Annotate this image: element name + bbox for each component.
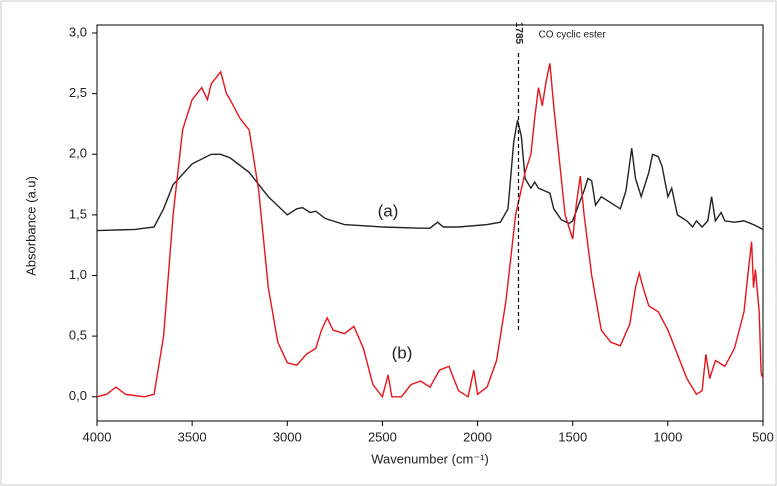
- x-tick-label: 3000: [273, 429, 302, 444]
- y-axis-title: Absorbance (a.u): [23, 176, 38, 276]
- y-tick-label: 2,0: [69, 146, 87, 161]
- x-tick-label: 1500: [558, 429, 587, 444]
- marker-value: 1785: [513, 22, 524, 45]
- y-tick-label: 0,0: [69, 388, 87, 403]
- marker-label: CO cyclic ester: [538, 30, 606, 41]
- x-tick-label: 1000: [653, 429, 682, 444]
- spectrum-line: [96, 63, 764, 399]
- x-tick-label: 2000: [463, 429, 492, 444]
- x-tick-label: 4000: [83, 429, 112, 444]
- series-label: (a): [378, 201, 399, 220]
- plot-frame: [96, 24, 764, 422]
- y-tick-label: 1,5: [69, 206, 87, 221]
- x-tick-label: 500: [752, 429, 774, 444]
- y-tick-label: 2,5: [69, 85, 87, 100]
- spectrum-line: [96, 120, 764, 232]
- y-tick-label: 0,5: [69, 328, 87, 343]
- x-tick-label: 3500: [178, 429, 207, 444]
- series-label: (b): [392, 343, 413, 362]
- y-tick-label: 3,0: [69, 24, 87, 39]
- y-tick-label: 1,0: [69, 267, 87, 282]
- x-axis-title: Wavenumber (cm⁻¹): [371, 451, 489, 466]
- x-tick-label: 2500: [368, 429, 397, 444]
